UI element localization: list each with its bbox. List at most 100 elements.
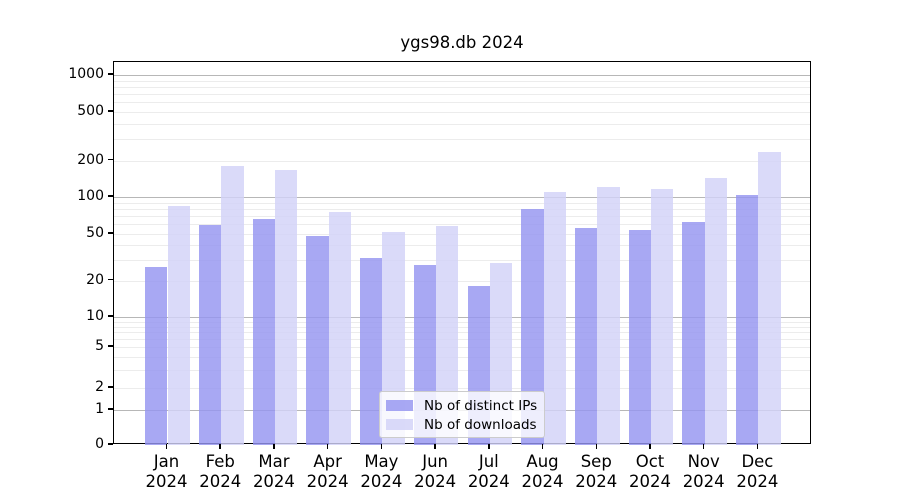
y-tick-50 — [108, 232, 113, 234]
bar-downloads-apr — [328, 212, 351, 445]
x-tick-year: 2024 — [682, 471, 725, 491]
x-tick-year: 2024 — [575, 471, 618, 491]
x-tick-month: Feb — [205, 452, 235, 471]
x-tick-label-oct: Oct 2024 — [618, 452, 682, 491]
x-tick-aug — [541, 444, 544, 449]
x-tick-feb — [219, 444, 221, 449]
x-tick-year: 2024 — [736, 471, 779, 491]
x-tick-year: 2024 — [414, 471, 457, 491]
y-tick-1000 — [108, 73, 113, 75]
y-tick-0 — [108, 443, 113, 445]
gridline-4 — [114, 356, 810, 358]
legend: Nb of distinct IPs Nb of downloads — [379, 391, 545, 438]
bar-ips-jan — [145, 267, 168, 445]
bar-ips-aug — [521, 208, 544, 445]
gridline-500 — [114, 112, 810, 113]
gridline-700 — [114, 94, 810, 96]
bar-downloads-jan — [167, 206, 190, 445]
x-tick-label-aug: Aug 2024 — [511, 452, 575, 491]
x-tick-label-jun: Jun 2024 — [403, 452, 467, 491]
y-tick-10 — [108, 315, 113, 317]
x-tick-label-nov: Nov 2024 — [672, 452, 736, 491]
x-tick-label-feb: Feb 2024 — [188, 452, 252, 491]
x-tick-label-mar: Mar 2024 — [242, 452, 306, 491]
y-tick-label-500: 500 — [77, 103, 104, 119]
gridline-80 — [114, 208, 810, 210]
gridline-3 — [114, 369, 810, 371]
bar-downloads-sep — [597, 186, 620, 445]
x-tick-jun — [434, 444, 436, 449]
legend-swatch-distinct-ips — [386, 400, 413, 411]
x-tick-may — [380, 444, 383, 449]
y-tick-20 — [108, 278, 113, 281]
bar-downloads-feb — [221, 165, 244, 445]
x-tick-month: Sep — [580, 452, 612, 471]
x-tick-dec — [756, 444, 759, 449]
bar-downloads-nov — [704, 177, 727, 445]
gridline-800 — [114, 86, 810, 88]
y-tick-label-200: 200 — [77, 151, 104, 168]
bar-ips-mar — [252, 219, 275, 445]
bar-ips-sep — [574, 227, 598, 445]
gridline-6 — [114, 339, 810, 341]
y-tick-label-1: 1 — [95, 401, 104, 417]
y-tick-1 — [108, 408, 113, 410]
gridline-400 — [114, 123, 810, 125]
gridline-70 — [114, 216, 810, 218]
x-tick-sep — [595, 444, 597, 449]
x-tick-label-jul: Jul 2024 — [457, 452, 521, 491]
bar-ips-oct — [628, 229, 651, 445]
x-tick-month: Nov — [687, 452, 720, 471]
x-tick-label-dec: Dec 2024 — [725, 452, 789, 491]
gridline-2 — [114, 388, 810, 389]
x-tick-nov — [702, 444, 705, 449]
chart-title: ygs98.db 2024 — [400, 33, 524, 52]
y-tick-5 — [108, 345, 113, 347]
y-tick-100 — [108, 195, 113, 197]
bar-ips-nov — [682, 221, 705, 445]
y-tick-500 — [108, 110, 113, 112]
x-tick-jan — [165, 444, 168, 449]
bar-downloads-dec — [758, 151, 781, 445]
gridline-1000 — [114, 75, 810, 76]
legend-item-distinct-ips: Nb of distinct IPs — [386, 396, 544, 415]
bar-ips-dec — [736, 195, 759, 445]
legend-label-distinct-ips: Nb of distinct IPs — [424, 397, 538, 414]
gridline-30 — [114, 259, 810, 261]
x-tick-mar — [273, 444, 275, 449]
x-tick-year: 2024 — [145, 471, 188, 491]
gridline-20 — [114, 280, 810, 282]
legend-label-downloads: Nb of downloads — [424, 416, 537, 433]
y-tick-label-10: 10 — [86, 308, 104, 324]
plot-area — [113, 61, 811, 445]
gridline-900 — [114, 80, 810, 82]
gridline-600 — [114, 102, 810, 104]
y-tick-label-20: 20 — [86, 271, 104, 288]
y-tick-200 — [108, 158, 113, 161]
x-tick-month: May — [364, 452, 399, 471]
y-tick-label-5: 5 — [95, 338, 104, 354]
x-tick-label-sep: Sep 2024 — [564, 452, 628, 491]
x-tick-month: Oct — [635, 452, 665, 471]
x-tick-year: 2024 — [199, 471, 242, 491]
x-tick-oct — [649, 444, 651, 449]
gridline-200 — [114, 160, 810, 162]
gridline-60 — [114, 224, 810, 226]
bar-ips-feb — [198, 225, 222, 445]
gridline-7 — [114, 332, 810, 334]
x-tick-year: 2024 — [306, 471, 349, 491]
x-tick-label-may: May 2024 — [349, 452, 413, 491]
gridline-90 — [114, 202, 810, 204]
y-tick-label-100: 100 — [77, 188, 104, 204]
bar-downloads-aug — [543, 191, 566, 445]
x-tick-month: Apr — [313, 452, 342, 471]
legend-swatch-downloads — [386, 419, 413, 430]
gridline-50 — [114, 234, 810, 235]
bar-downloads-jun — [436, 226, 459, 445]
x-tick-year: 2024 — [360, 471, 403, 491]
bar-downloads-mar — [274, 169, 298, 445]
gridline-9 — [114, 321, 810, 323]
gridline-300 — [114, 139, 810, 141]
y-tick-label-2: 2 — [95, 379, 104, 395]
